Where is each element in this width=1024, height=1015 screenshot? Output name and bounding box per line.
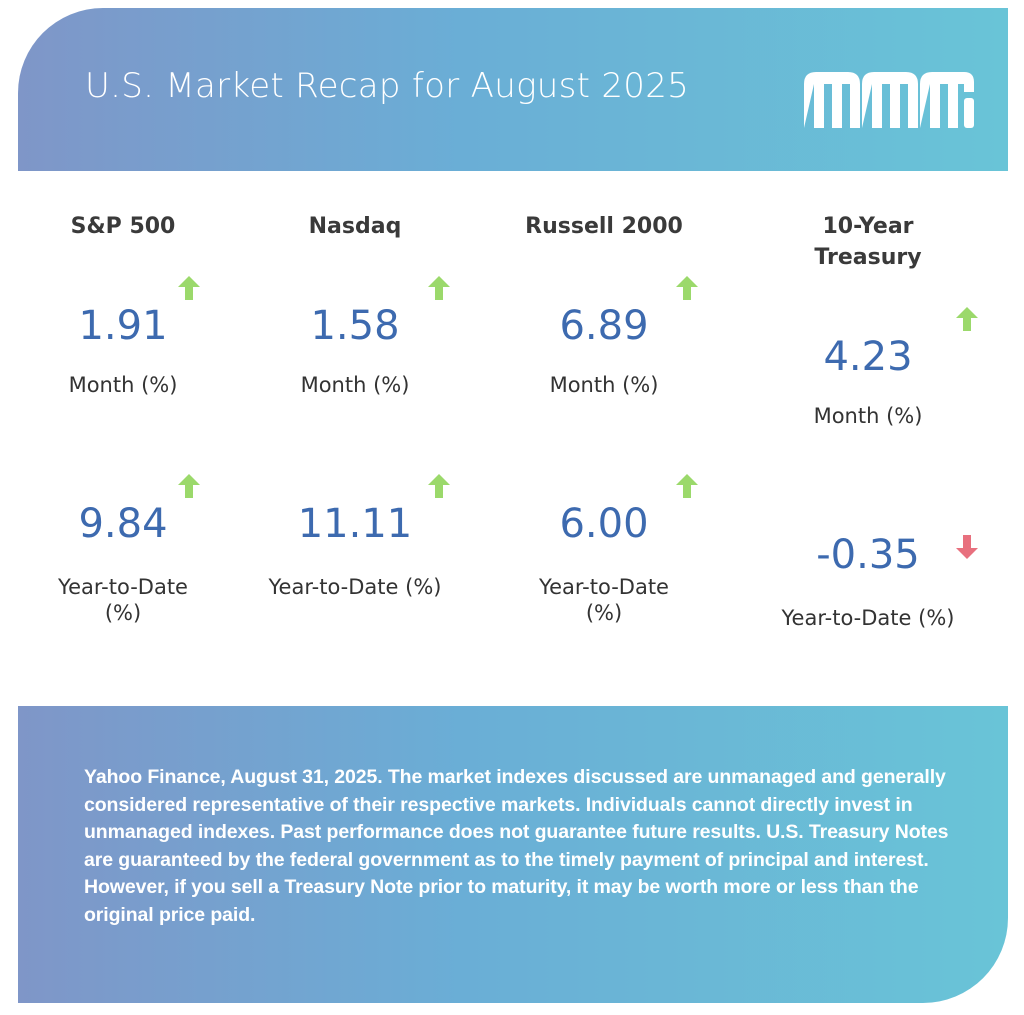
- arrow-up-icon: [178, 474, 200, 498]
- index-name: 10-Year Treasury: [814, 214, 922, 270]
- arrow-up-icon: [676, 474, 698, 498]
- page-title: U.S. Market Recap for August 2025: [85, 66, 690, 106]
- arrow-up-icon: [178, 276, 200, 300]
- footer-banner: Yahoo Finance, August 31, 2025. The mark…: [18, 706, 1008, 1003]
- ytd-label: Year-to-Date (%): [539, 575, 669, 625]
- month-label: Month (%): [813, 404, 923, 428]
- index-name: S&P 500: [70, 214, 176, 239]
- index-column: S&P 500 1.91 Month (%) 9.84 Year-to-Date (%): [0, 0, 248, 700]
- month-label: Month (%): [300, 373, 410, 397]
- month-value: 4.23: [823, 334, 913, 380]
- arrow-up-icon: [676, 276, 698, 300]
- ytd-value: -0.35: [816, 532, 920, 578]
- disclaimer-text: Yahoo Finance, August 31, 2025. The mark…: [84, 766, 949, 926]
- ytd-label: Year-to-Date (%): [58, 575, 188, 625]
- arrow-up-icon: [428, 474, 450, 498]
- index-name: Nasdaq: [308, 214, 402, 239]
- month-label: Month (%): [549, 373, 659, 397]
- index-column: Russell 2000 6.89 Month (%) 6.00 Year-to-Dat…: [479, 0, 729, 700]
- ytd-label: Year-to-Date (%): [268, 575, 442, 599]
- header-banner: U.S. Market Recap for August 2025: [18, 8, 1008, 171]
- index-column: Nasdaq 1.58 Month (%) 11.11 Year-to-Date (%): [230, 0, 480, 700]
- month-value: 6.89: [559, 303, 649, 349]
- index-column: 10-Year Treasury 4.23 Month (%) -0.35 Year-t…: [743, 0, 993, 700]
- ytd-label: Year-to-Date (%): [781, 606, 955, 630]
- month-label: Month (%): [68, 373, 178, 397]
- company-logo: [804, 72, 974, 128]
- arrow-down-icon: [956, 535, 978, 559]
- arrow-up-icon: [956, 307, 978, 331]
- month-value: 1.91: [78, 303, 168, 349]
- arrow-up-icon: [428, 276, 450, 300]
- ytd-value: 11.11: [297, 501, 413, 547]
- ytd-value: 6.00: [559, 501, 649, 547]
- month-value: 1.58: [310, 303, 400, 349]
- ytd-value: 9.84: [78, 501, 168, 547]
- index-name: Russell 2000: [525, 214, 683, 239]
